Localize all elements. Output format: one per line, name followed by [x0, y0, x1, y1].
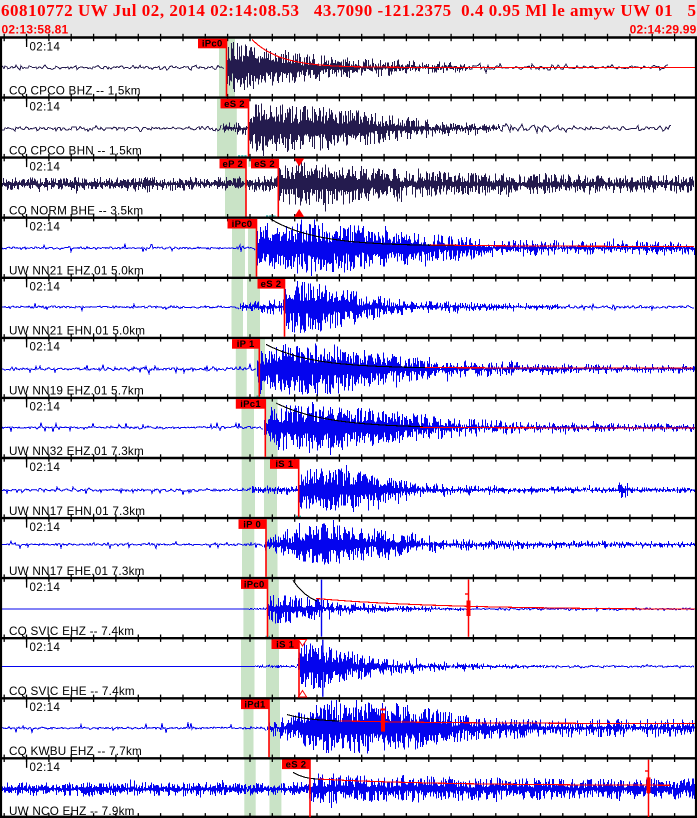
svg-text:UW NN17 EHE.01 7.3km: UW NN17 EHE.01 7.3km — [9, 565, 145, 578]
svg-text:iP 1: iP 1 — [237, 339, 255, 350]
svg-text:02:14: 02:14 — [30, 762, 61, 774]
svg-text:02:14: 02:14 — [30, 642, 61, 654]
svg-text:60810772 UW Jul 02, 2014 02:14: 60810772 UW Jul 02, 2014 02:14:08.53 43.… — [1, 1, 696, 20]
svg-text:iPc0: iPc0 — [202, 39, 223, 50]
svg-text:CQ CPCO BHZ -- 1.5km: CQ CPCO BHZ -- 1.5km — [9, 84, 141, 97]
svg-text:iPc1: iPc1 — [240, 399, 261, 410]
svg-text:02:14: 02:14 — [30, 522, 61, 534]
svg-text:UW NN32 EHZ.01 7.3km: UW NN32 EHZ.01 7.3km — [9, 445, 144, 458]
svg-text:UW NCO EHZ -- 7.9km: UW NCO EHZ -- 7.9km — [9, 805, 135, 818]
svg-text:eS 2: eS 2 — [286, 760, 307, 771]
svg-text:eP 2: eP 2 — [223, 159, 244, 170]
svg-text:02:14: 02:14 — [30, 582, 61, 594]
svg-text:02:14: 02:14 — [30, 101, 61, 113]
svg-text:UW NN17 EHN.01 7.3km: UW NN17 EHN.01 7.3km — [9, 505, 145, 518]
svg-text:iPc0: iPc0 — [232, 219, 253, 230]
svg-text:eS 2: eS 2 — [254, 159, 275, 170]
svg-text:iS 1: iS 1 — [275, 459, 294, 470]
svg-text:CQ NORM BHE -- 3.5km: CQ NORM BHE -- 3.5km — [9, 205, 143, 218]
svg-text:02:14: 02:14 — [30, 342, 61, 354]
svg-text:02:14: 02:14 — [30, 402, 61, 414]
svg-text:02:14: 02:14 — [30, 41, 61, 53]
svg-text:CQ SVIC EHZ -- 7.4km: CQ SVIC EHZ -- 7.4km — [9, 625, 134, 638]
svg-text:02:14: 02:14 — [30, 161, 61, 173]
svg-text:02:14: 02:14 — [30, 222, 61, 234]
svg-text:02:13:58.81: 02:13:58.81 — [2, 22, 69, 36]
svg-text:iPc0: iPc0 — [244, 579, 265, 590]
svg-text:iPd1: iPd1 — [244, 700, 266, 711]
svg-text:UW NN21 EHN.01 5.0km: UW NN21 EHN.01 5.0km — [9, 325, 145, 338]
svg-text:UW NN19 EHZ.01 5.7km: UW NN19 EHZ.01 5.7km — [9, 385, 144, 398]
svg-text:CQ KWBU EHZ -- 7.7km: CQ KWBU EHZ -- 7.7km — [9, 745, 142, 758]
svg-text:CQ SVIC EHE -- 7.4km: CQ SVIC EHE -- 7.4km — [9, 685, 135, 698]
svg-text:iP 0: iP 0 — [243, 519, 261, 530]
svg-text:02:14: 02:14 — [30, 282, 61, 294]
svg-text:CQ CPCO BHN -- 1.5km: CQ CPCO BHN -- 1.5km — [9, 144, 142, 157]
svg-text:02:14: 02:14 — [30, 462, 61, 474]
svg-text:iS 1: iS 1 — [276, 639, 295, 650]
svg-text:02:14:29.99: 02:14:29.99 — [630, 22, 697, 36]
svg-text:eS 2: eS 2 — [261, 279, 282, 290]
svg-text:UW NN21 EHZ.01 5.0km: UW NN21 EHZ.01 5.0km — [9, 265, 144, 278]
svg-text:eS 2: eS 2 — [224, 99, 245, 110]
svg-text:02:14: 02:14 — [30, 702, 61, 714]
